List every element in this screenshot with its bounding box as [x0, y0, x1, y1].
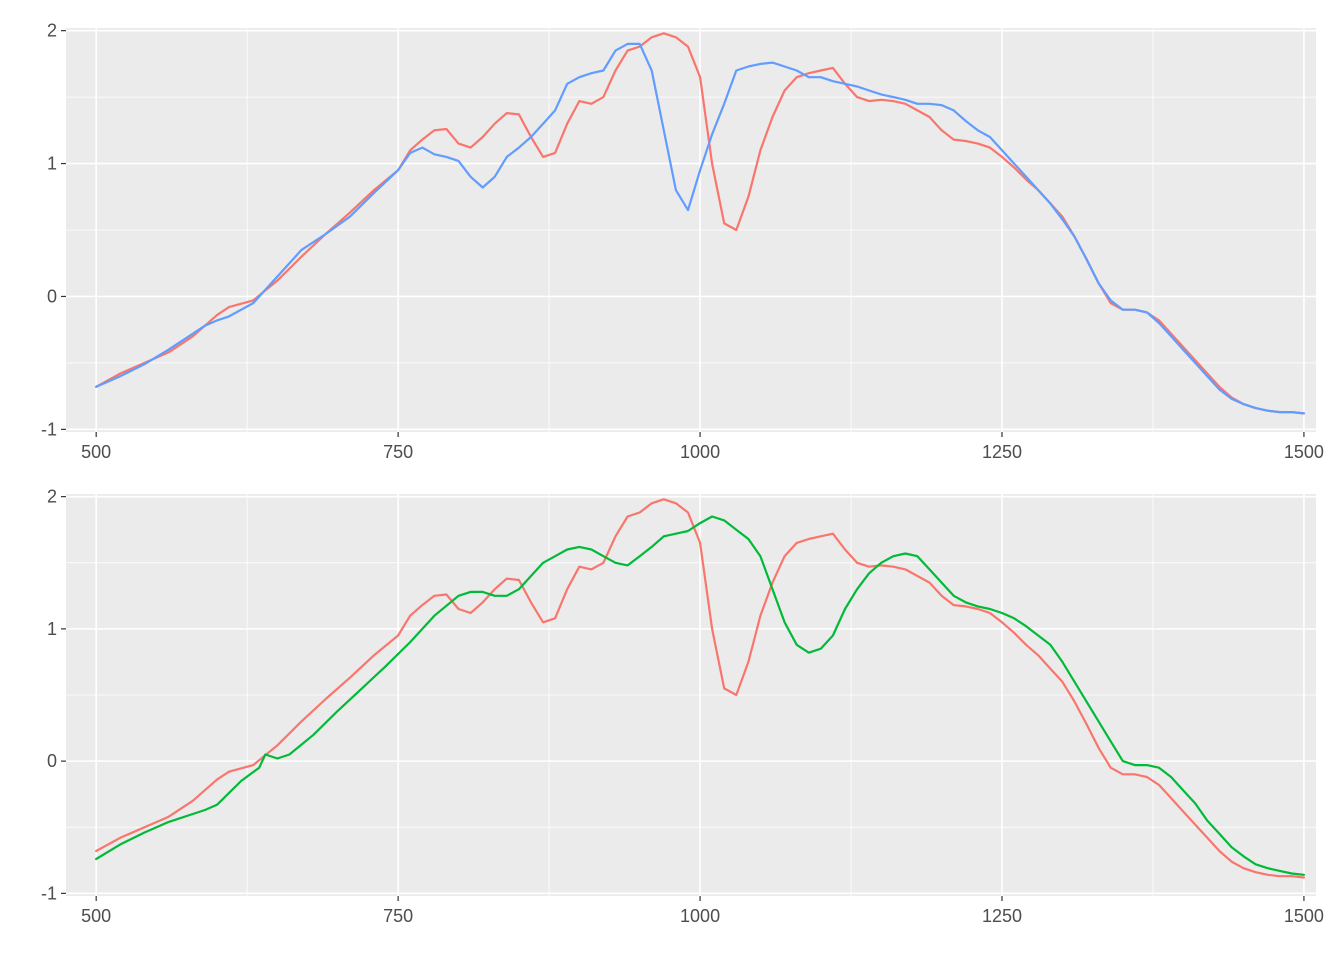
series-line-1 [95, 498, 1306, 879]
y-tick-label: 1 [47, 154, 57, 174]
y-tick-label: 0 [47, 286, 57, 306]
y-tick-label: 2 [47, 487, 57, 507]
y-tick-label: -1 [41, 883, 57, 903]
x-tick-label: 750 [383, 442, 413, 462]
series-line-2 [95, 515, 1306, 876]
y-tick-label: 2 [47, 21, 57, 41]
x-tick-label: 500 [81, 442, 111, 462]
x-tick-label: 1250 [982, 442, 1022, 462]
bottom-line-chart: 500 750 1000 1250 1500 -1 0 1 2 [41, 487, 1324, 926]
x-tick-label: 1000 [680, 906, 720, 926]
y-tick-label: -1 [41, 419, 57, 439]
x-tick-label: 1000 [680, 442, 720, 462]
x-tick-label: 750 [383, 906, 413, 926]
x-tick-label: 1250 [982, 906, 1022, 926]
y-tick-label: 1 [47, 619, 57, 639]
x-tick-label: 1500 [1284, 442, 1324, 462]
top-line-chart: 500 750 1000 1250 1500 -1 0 1 2 [41, 21, 1324, 462]
x-tick-label: 500 [81, 906, 111, 926]
x-tick-label: 1500 [1284, 906, 1324, 926]
y-tick-label: 0 [47, 751, 57, 771]
series-line-2 [95, 42, 1306, 415]
